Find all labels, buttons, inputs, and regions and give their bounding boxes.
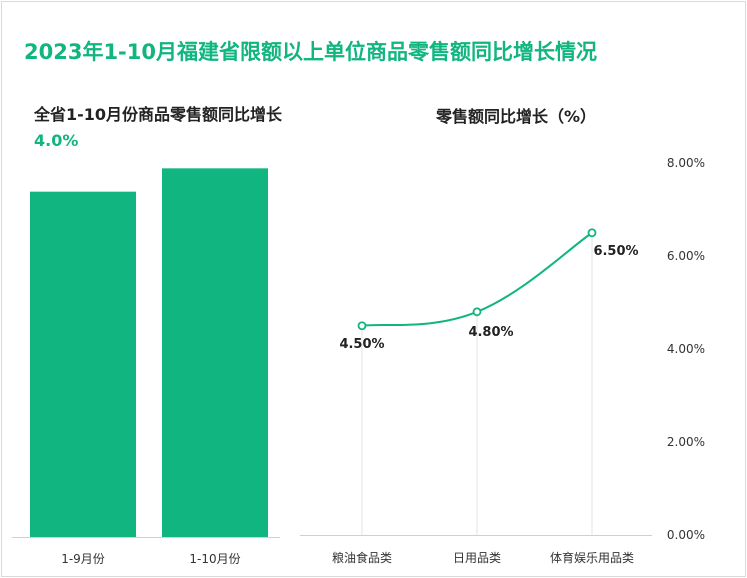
- y-tick-label: 4.00%: [667, 342, 705, 356]
- data-label: 6.50%: [593, 244, 638, 259]
- data-point: [472, 307, 482, 317]
- line-chart: 0.00% 2.00% 4.00% 6.00% 8.00% 4.50% 粮油食品类 4.80%…: [300, 156, 705, 565]
- y-tick-label: 0.00%: [667, 528, 705, 542]
- bar-category-label: 1-9月份: [61, 552, 105, 566]
- data-point: [587, 228, 597, 238]
- data-label: 4.50%: [339, 337, 384, 352]
- data-point: [357, 321, 367, 331]
- bar-2: [162, 168, 268, 538]
- line-chart-title: 零售额同比增长（%）: [436, 107, 597, 126]
- line-category-label: 粮油食品类: [332, 550, 392, 565]
- y-tick-label: 6.00%: [667, 249, 705, 263]
- page-title: 2023年1-10月福建省限额以上单位商品零售额同比增长情况: [24, 40, 597, 64]
- line-category-label: 日用品类: [453, 551, 501, 565]
- bar-chart-title-text: 全省1-10月份商品零售额同比增长: [34, 105, 283, 124]
- y-tick-label: 8.00%: [667, 156, 705, 170]
- bar-chart-title: 全省1-10月份商品零售额同比增长 4.0%: [34, 102, 284, 154]
- bar-1: [30, 191, 136, 537]
- bar-chart-title-value: 4.0%: [34, 131, 79, 150]
- y-tick-label: 2.00%: [667, 435, 705, 449]
- bar-chart: 1-9月份 1-10月份: [12, 168, 280, 566]
- data-label: 4.80%: [468, 325, 513, 340]
- bar-category-label: 1-10月份: [189, 552, 240, 566]
- line-category-label: 体育娱乐用品类: [550, 550, 634, 565]
